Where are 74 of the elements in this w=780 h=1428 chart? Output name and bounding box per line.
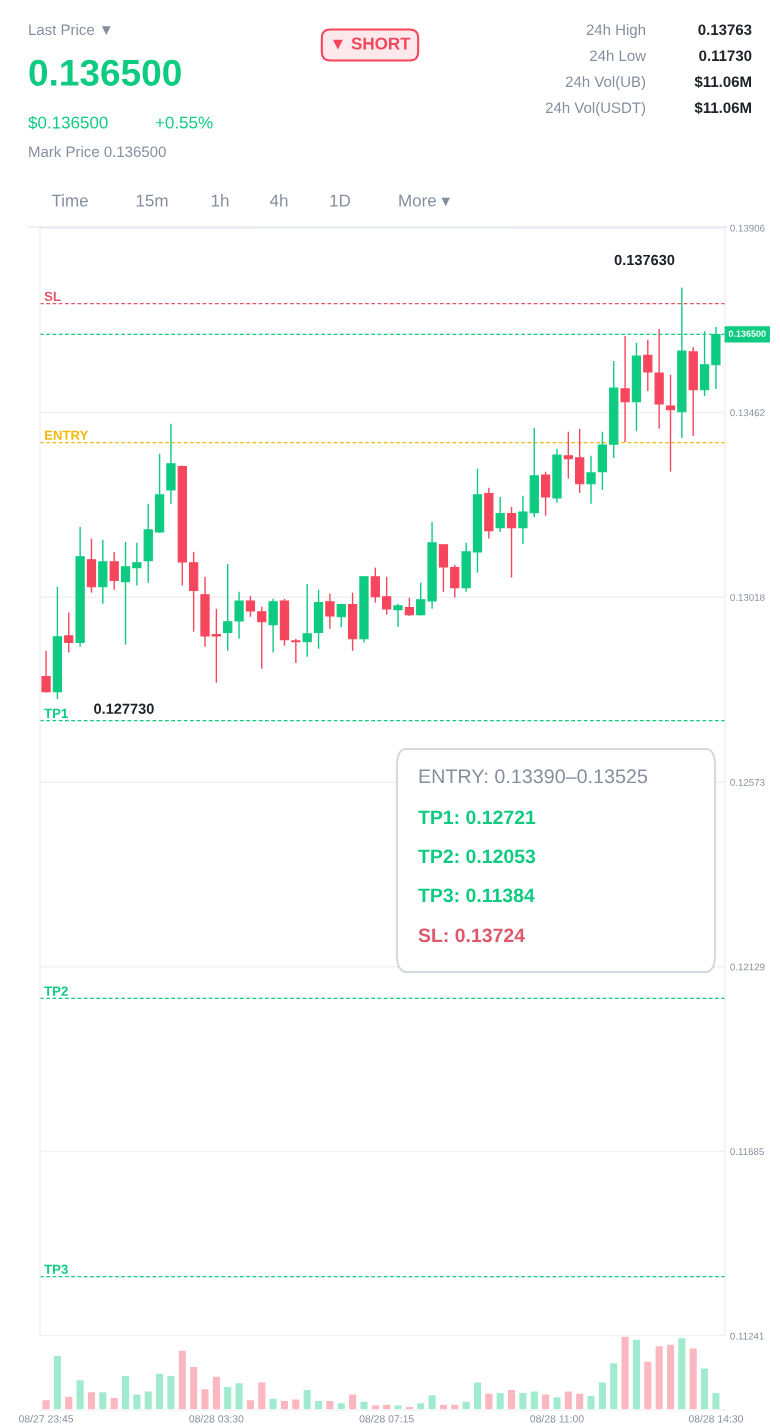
candlestick xyxy=(393,603,403,628)
text: 24h Vol(UB) xyxy=(565,76,646,90)
candlestick xyxy=(268,598,278,654)
candlestick xyxy=(620,335,630,443)
candlestick xyxy=(370,566,380,604)
text: 24h Low xyxy=(590,50,647,62)
annotation: ENTRY: 0.13390–0.13525 xyxy=(419,769,648,784)
candlestick xyxy=(450,564,460,599)
candlestick xyxy=(109,551,119,591)
annotation: 0.137630 xyxy=(614,254,675,266)
text: 1D xyxy=(330,194,351,207)
text: 24h High xyxy=(586,24,646,38)
x-tick-label: 08/27 23:45 xyxy=(18,1414,74,1423)
y-tick-label: 0.12573 xyxy=(730,778,765,786)
candlestick xyxy=(506,506,517,579)
text: Time xyxy=(51,194,88,207)
candlestick xyxy=(495,496,505,533)
x-tick-label: 08/28 07:15 xyxy=(359,1414,414,1423)
text: 4h xyxy=(269,194,288,207)
annotation: 0.127730 xyxy=(94,703,154,714)
candlestick xyxy=(41,650,51,694)
annotation: TP1: 0.12721 xyxy=(418,810,536,825)
text: 24h Vol(USDT) xyxy=(545,102,646,116)
ref-line-label: SL xyxy=(44,291,61,302)
annotation: TP3: 0.11384 xyxy=(418,888,535,903)
text: ▼ SHORT xyxy=(332,37,411,50)
ref-line-label: TP1 xyxy=(44,708,68,718)
candlestick xyxy=(382,576,392,616)
text: 0.136500 xyxy=(29,59,181,86)
candlestick xyxy=(64,611,74,654)
candlestick xyxy=(291,638,301,664)
text: 0.13763 xyxy=(698,24,752,36)
y-tick-label: 0.11241 xyxy=(730,1332,764,1340)
candlestick xyxy=(257,606,267,670)
text: Mark Price 0.136500 xyxy=(29,146,166,158)
candlestick xyxy=(665,374,676,473)
y-tick-label: 0.13462 xyxy=(730,409,765,417)
y-tick-label: 0.12129 xyxy=(730,963,765,971)
x-tick-label: 08/28 03:30 xyxy=(189,1414,244,1423)
text: 15m xyxy=(136,194,168,207)
candlestick xyxy=(540,470,551,517)
candlestick xyxy=(302,583,312,658)
text: 0.11730 xyxy=(699,50,752,62)
candlestick xyxy=(245,595,256,618)
text: +0.55% xyxy=(155,116,213,129)
x-tick-label: 08/28 14:30 xyxy=(688,1414,744,1423)
candlestick xyxy=(416,581,426,617)
candlestick xyxy=(438,543,449,593)
candlestick xyxy=(234,591,244,640)
candlestick xyxy=(132,542,142,587)
candlestick xyxy=(325,593,335,630)
text: More ▾ xyxy=(399,194,450,207)
candlestick xyxy=(404,596,415,617)
candlestick xyxy=(563,431,573,480)
text: Last Price ▼ xyxy=(29,24,111,36)
x-tick-label: 08/28 11:00 xyxy=(530,1414,584,1423)
y-tick-label: 0.13018 xyxy=(730,593,765,601)
candlestick xyxy=(586,455,596,505)
candlestick xyxy=(223,563,233,652)
ref-line-label: ENTRY xyxy=(44,430,89,440)
y-tick-label: 0.11685 xyxy=(730,1148,764,1156)
text: 1h xyxy=(211,194,229,207)
ref-line-label: 0.136500 xyxy=(728,330,766,337)
ref-line-label: TP2 xyxy=(44,986,68,996)
annotation: SL: 0.13724 xyxy=(418,928,525,943)
annotation: TP2: 0.12053 xyxy=(418,849,536,864)
text: $11.06M xyxy=(694,101,751,114)
text: $11.06M xyxy=(694,75,751,88)
y-tick-label: 0.13906 xyxy=(730,224,765,232)
candlestick xyxy=(120,541,131,646)
ref-line-label: TP3 xyxy=(44,1264,68,1274)
candlestick xyxy=(518,495,528,545)
candlestick xyxy=(211,608,222,684)
text: $0.136500 xyxy=(28,115,108,130)
